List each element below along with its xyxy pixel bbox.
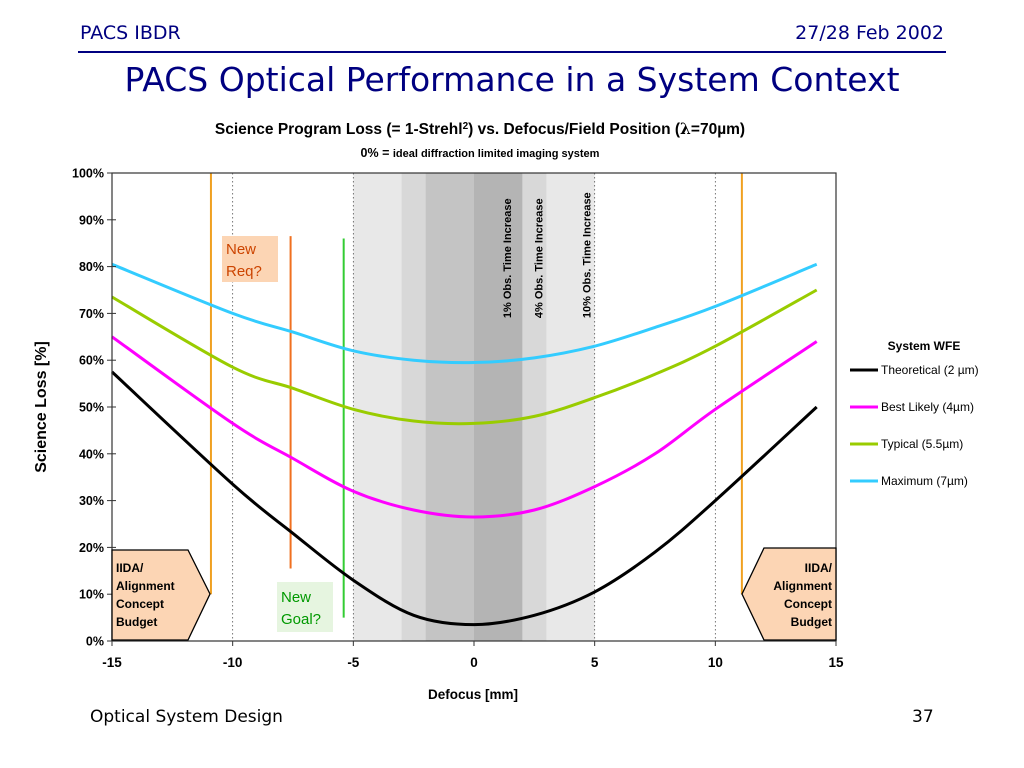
y-tick-label: 20% — [79, 541, 104, 555]
legend-title: System WFE — [888, 339, 961, 353]
x-tick-label: -5 — [347, 655, 359, 670]
legend-label-2: Typical (5.5µm) — [881, 437, 963, 451]
new-goal-line2: Goal? — [281, 611, 321, 628]
shaded-band-3 — [474, 173, 523, 641]
band-label-2: 10% Obs. Time Increase — [582, 192, 594, 318]
legend-label-1: Best Likely (4µm) — [881, 400, 974, 414]
band-label-0: 1% Obs. Time Increase — [502, 198, 514, 318]
budget-box-right: IIDA/ Alignment Concept Budget — [741, 547, 837, 641]
tick-labels: 0% 10% 20% 30% 40% 50% 60% 70% 80% 90% 100% -15 -10 -… — [72, 167, 844, 671]
legend-items: Theoretical (2 µm) Best Likely (4µm) Typic… — [850, 363, 979, 488]
band-label-1: 4% Obs. Time Increase — [533, 198, 545, 318]
budget-right-line1: IIDA/ — [805, 561, 833, 575]
series-line-0 — [110, 370, 818, 627]
slide-title: PACS Optical Performance in a System Con… — [124, 60, 900, 99]
budget-right-line3: Concept — [784, 597, 832, 611]
budget-left-line2: Alignment — [116, 579, 175, 593]
budget-left-line3: Concept — [116, 597, 164, 611]
x-tick-label: -10 — [223, 655, 243, 670]
series-line-2 — [111, 288, 818, 426]
budget-left-line4: Budget — [116, 615, 157, 629]
y-tick-label: 60% — [79, 354, 104, 368]
y-tick-label: 90% — [79, 213, 104, 227]
series-line-3 — [111, 262, 818, 365]
y-tick-label: 30% — [79, 494, 104, 508]
legend: System WFE Theoretical (2 µm) Best Likely… — [850, 339, 979, 488]
y-tick-label: 100% — [72, 167, 104, 181]
footer-page-number: 37 — [912, 707, 934, 727]
x-axis-label: Defocus [mm] — [428, 687, 518, 702]
chart-title-lambda: λ — [680, 119, 691, 138]
y-tick-label: 70% — [79, 307, 104, 321]
plot-background — [353, 173, 595, 641]
series-line-1 — [111, 335, 818, 519]
budget-left-line1: IIDA/ — [116, 561, 144, 575]
requirement-lines — [209, 173, 743, 618]
y-tick-label: 0% — [86, 635, 104, 649]
y-tick-label: 50% — [79, 401, 104, 415]
new-req-line1: New — [226, 241, 256, 258]
x-tick-label: 10 — [708, 655, 723, 670]
y-axis-label: Science Loss [%] — [33, 341, 50, 473]
new-req-annotation: New Req? — [222, 236, 278, 282]
x-tick-label: 5 — [591, 655, 599, 670]
new-goal-box — [277, 582, 333, 632]
chart-subtitle-rest: ideal diffraction limited imaging system — [393, 148, 600, 160]
chart-title-tail: ) vs. Defocus/Field Position ( — [468, 121, 681, 138]
footer-course-title: Optical System Design — [90, 707, 283, 727]
budget-box-left-shape — [111, 549, 211, 641]
header-date: 27/28 Feb 2002 — [795, 22, 944, 44]
budget-right-line4: Budget — [791, 615, 832, 629]
y-tick-label: 80% — [79, 260, 104, 274]
chart-title-main: Science Program Loss (= 1-Strehl — [215, 121, 463, 138]
y-tick-label: 40% — [79, 447, 104, 461]
new-goal-line1: New — [281, 589, 311, 606]
header-left-title: PACS IBDR — [80, 22, 181, 44]
new-goal-annotation: New Goal? — [277, 582, 333, 632]
chart-subtitle: 0% = ideal diffraction limited imaging s… — [361, 146, 600, 160]
chart-title-sup: 2 — [463, 121, 469, 132]
header-rule — [78, 51, 946, 53]
new-req-line2: Req? — [226, 263, 262, 280]
x-tick-label: 15 — [828, 655, 844, 670]
y-tick-label: 10% — [79, 588, 104, 602]
budget-right-line2: Alignment — [773, 579, 832, 593]
chart-title: Science Program Loss (= 1-Strehl2) vs. D… — [215, 119, 745, 138]
x-tick-label: -15 — [102, 655, 122, 670]
legend-label-0: Theoretical (2 µm) — [881, 363, 979, 377]
budget-box-left: IIDA/ Alignment Concept Budget — [111, 549, 211, 641]
legend-label-3: Maximum (7µm) — [881, 474, 968, 488]
band-labels: 1% Obs. Time Increase 4% Obs. Time Increa… — [502, 192, 594, 318]
chart-title-end: =70µm) — [691, 121, 745, 138]
new-req-box — [222, 236, 278, 282]
data-series — [110, 262, 818, 627]
budget-box-right-shape — [741, 547, 837, 641]
x-tick-label: 0 — [470, 655, 478, 670]
chart-subtitle-prefix: 0% = — [361, 146, 393, 160]
